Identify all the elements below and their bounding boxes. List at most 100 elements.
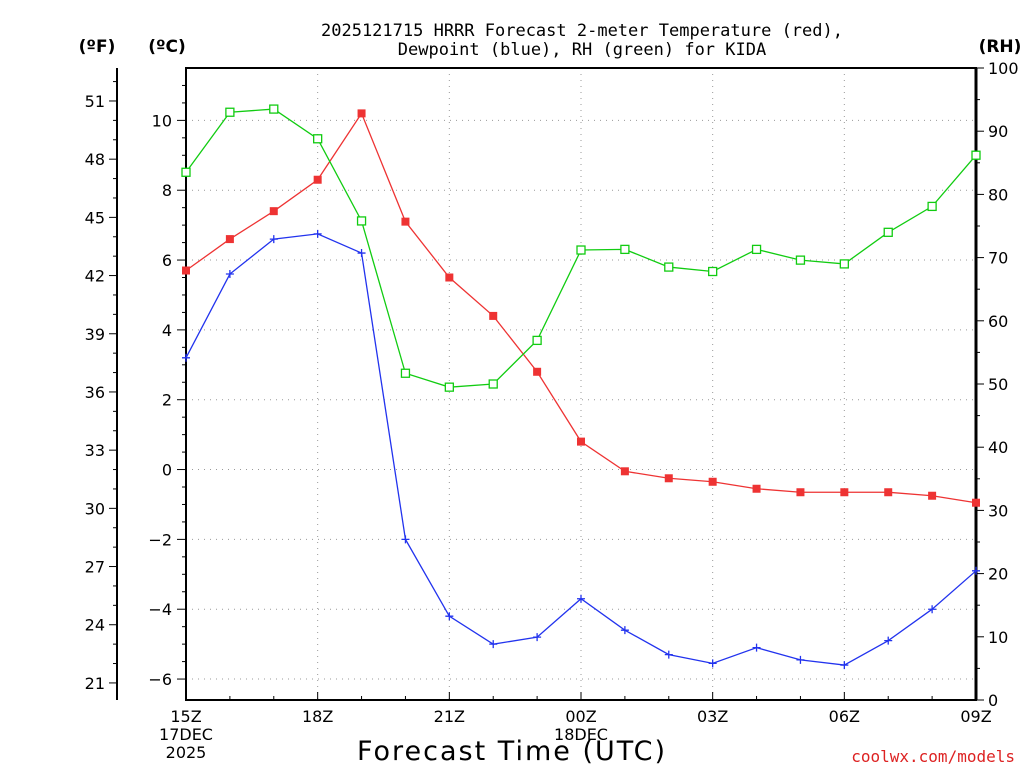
rh-tick-label: 80: [988, 185, 1008, 204]
rh-point: [444, 382, 454, 392]
rh-point: [576, 245, 586, 255]
x-tick-label: 15Z: [170, 707, 201, 726]
temperature-point: [401, 217, 410, 226]
rh-point: [795, 255, 806, 265]
rh-point: [708, 266, 718, 277]
x-axis-title: Forecast Time (UTC): [357, 736, 667, 767]
temperature-point: [708, 477, 717, 486]
fahrenheit-tick-label: 30: [85, 499, 105, 518]
dewpoint-point: [445, 612, 454, 621]
temperature-point: [796, 488, 805, 497]
rh-tick-label: 40: [988, 438, 1008, 457]
fahrenheit-tick-label: 36: [85, 383, 105, 402]
fahrenheit-unit-label: (ºF): [79, 37, 116, 57]
rh-tick-label: 50: [988, 375, 1008, 394]
rh-point: [532, 335, 542, 346]
temperature-point: [445, 273, 454, 282]
rh-point: [883, 227, 893, 237]
rh-unit-label: (RH): [979, 37, 1022, 57]
celsius-tick-label: 10: [152, 111, 172, 130]
x-tick-label: 03Z: [697, 707, 728, 726]
dewpoint-point: [533, 633, 542, 642]
rh-tick-label: 0: [988, 691, 998, 710]
celsius-tick-label: 6: [162, 251, 172, 270]
credit-link[interactable]: coolwx.com/models: [851, 747, 1015, 766]
rh-point: [313, 134, 323, 144]
dewpoint-point: [840, 661, 849, 670]
dewpoint-point: [620, 626, 629, 635]
fahrenheit-tick-label: 42: [85, 267, 105, 286]
dewpoint-point: [313, 229, 322, 238]
dewpoint-point: [752, 643, 761, 652]
dewpoint-point: [928, 605, 937, 614]
rh-point: [400, 368, 411, 378]
temperature-point: [225, 235, 234, 244]
fahrenheit-tick-label: 51: [85, 92, 105, 111]
x-tick-label: 17DEC: [159, 725, 213, 744]
dewpoint-point: [664, 650, 673, 659]
rh-point: [664, 262, 674, 272]
temperature-point: [840, 488, 849, 497]
celsius-unit-label: (ºC): [148, 37, 186, 57]
rh-point: [839, 259, 849, 269]
rh-point: [927, 201, 937, 212]
temperature-point: [577, 437, 585, 446]
dewpoint-point: [269, 235, 278, 244]
temperature-point: [533, 367, 542, 376]
dewpoint-point: [182, 353, 190, 362]
celsius-tick-label: 4: [162, 321, 172, 340]
plot-frame: [185, 67, 977, 701]
celsius-tick-label: 0: [162, 461, 172, 480]
x-tick-label: 06Z: [829, 707, 860, 726]
dewpoint-point: [489, 640, 498, 649]
temperature-point: [620, 467, 629, 476]
rh-tick-label: 30: [988, 501, 1008, 520]
rh-tick-label: 10: [988, 628, 1008, 647]
fahrenheit-tick-label: 39: [85, 325, 105, 344]
rh-tick-label: 20: [988, 565, 1008, 584]
fahrenheit-tick-label: 27: [85, 558, 105, 577]
rh-point: [181, 167, 191, 177]
x-tick-label: 18Z: [302, 707, 333, 726]
temperature-point: [884, 488, 893, 497]
temperature-point: [182, 266, 190, 275]
fahrenheit-tick-label: 24: [85, 616, 105, 635]
dewpoint-point: [972, 566, 980, 575]
celsius-tick-label: 8: [162, 181, 172, 200]
rh-tick-label: 60: [988, 312, 1008, 331]
x-tick-label: 00Z: [565, 707, 596, 726]
fahrenheit-tick-label: 33: [85, 441, 105, 460]
dewpoint-point: [577, 594, 585, 603]
temperature-point: [357, 109, 366, 118]
temperature-point: [972, 498, 980, 507]
temperature-point: [313, 175, 322, 184]
chart-title-line1: 2025121715 HRRR Forecast 2-meter Tempera…: [321, 21, 843, 41]
x-tick-label: 21Z: [434, 707, 465, 726]
chart-title-line2: Dewpoint (blue), RH (green) for KIDA: [398, 40, 766, 60]
rh-tick-label: 90: [988, 122, 1008, 141]
rh-point: [356, 216, 367, 226]
rh-point: [269, 104, 279, 114]
temperature-point: [752, 484, 761, 493]
dewpoint-point: [708, 659, 717, 668]
grid-lines: [186, 68, 976, 700]
celsius-tick-label: −4: [148, 600, 172, 619]
celsius-tick-label: 2: [162, 391, 172, 410]
dewpoint-point: [884, 636, 893, 645]
dewpoint-point: [401, 535, 410, 544]
rh-point: [971, 150, 981, 160]
dewpoint-point: [225, 270, 234, 279]
temperature-point: [928, 491, 937, 500]
rh-tick-label: 100: [988, 59, 1019, 78]
celsius-tick-label: −6: [148, 670, 172, 689]
temperature-point: [489, 311, 498, 320]
x-tick-label: 2025: [166, 743, 207, 762]
x-tick-label: 18DEC: [554, 725, 608, 744]
rh-point: [620, 244, 630, 255]
temperature-point: [664, 474, 673, 483]
data-series: [181, 104, 981, 670]
rh-tick-label: 70: [988, 249, 1008, 268]
celsius-tick-label: −2: [148, 530, 172, 549]
